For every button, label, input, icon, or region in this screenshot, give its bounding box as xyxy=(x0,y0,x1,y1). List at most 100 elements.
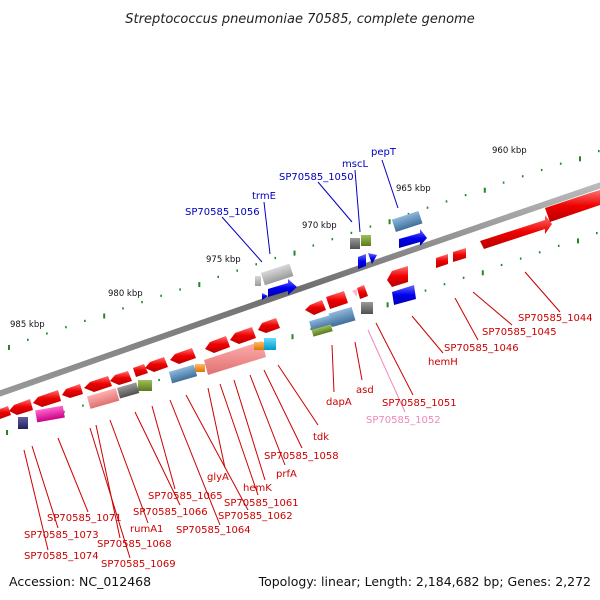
leader-line xyxy=(277,364,319,426)
leader-line xyxy=(411,315,444,354)
gene-arrow[interactable] xyxy=(436,254,448,268)
gene-label[interactable]: SP70585_1046 xyxy=(444,343,519,354)
gene-arrow[interactable] xyxy=(258,318,280,333)
gene-arrow[interactable] xyxy=(453,248,466,262)
gene-label[interactable]: SP70585_1073 xyxy=(24,530,99,541)
gene-box[interactable] xyxy=(117,382,140,399)
gene-box[interactable] xyxy=(195,364,205,372)
gene-label[interactable]: SP70585_1074 xyxy=(24,551,99,562)
gene-label[interactable]: SP70585_1045 xyxy=(482,327,557,338)
gene-label[interactable]: SP70585_1064 xyxy=(176,525,251,536)
leader-line xyxy=(524,271,561,313)
topology-text: Topology: linear; Length: 2,184,682 bp; … xyxy=(258,574,591,589)
gene-arrow[interactable] xyxy=(326,291,348,309)
gene-label[interactable]: SP70585_1069 xyxy=(101,559,176,570)
gene-label[interactable]: SP70585_1058 xyxy=(264,451,339,462)
gene-arrow[interactable] xyxy=(368,253,377,264)
tick-mark xyxy=(369,225,372,228)
gene-box[interactable] xyxy=(361,302,373,314)
gene-arrow[interactable] xyxy=(84,376,112,392)
gene-arrow[interactable] xyxy=(33,390,61,407)
tick-mark xyxy=(445,200,448,203)
gene-box[interactable] xyxy=(311,324,333,337)
gene-box[interactable] xyxy=(254,342,264,350)
gene-label[interactable]: SP70585_1051 xyxy=(382,398,457,409)
gene-box[interactable] xyxy=(309,315,334,332)
gene-arrow[interactable] xyxy=(399,229,427,248)
gene-label[interactable]: SP70585_1071 xyxy=(47,513,122,524)
gene-arrow[interactable] xyxy=(170,348,196,364)
gene-arrow[interactable] xyxy=(145,357,168,372)
tick-mark xyxy=(424,289,427,292)
gene-arrow[interactable] xyxy=(62,384,83,398)
gene-box[interactable] xyxy=(350,238,360,249)
leader-line xyxy=(219,383,259,496)
gene-label[interactable]: SP70585_1066 xyxy=(133,507,208,518)
gene-arrow[interactable] xyxy=(305,300,326,315)
gene-arrow[interactable] xyxy=(352,289,357,297)
gene-label[interactable]: hemH xyxy=(428,357,458,368)
gene-box[interactable] xyxy=(138,380,152,391)
gene-label[interactable]: rumA1 xyxy=(130,524,163,535)
gene-label[interactable]: SP70585_1062 xyxy=(218,511,293,522)
leader-line xyxy=(207,387,226,469)
tick-mark xyxy=(274,256,277,260)
gene-box[interactable] xyxy=(264,338,276,350)
gene-box[interactable] xyxy=(391,210,423,232)
gene-label[interactable]: SP70585_1068 xyxy=(97,539,172,550)
gene-label[interactable]: SP70585_1044 xyxy=(518,313,593,324)
gene-box[interactable] xyxy=(86,388,120,409)
leader-line xyxy=(381,159,399,209)
map-title: Streptococcus pneumoniae 70585, complete… xyxy=(125,12,474,27)
gene-box[interactable] xyxy=(361,235,371,246)
gene-arrow[interactable] xyxy=(9,399,33,415)
gene-box[interactable] xyxy=(168,364,198,384)
gene-label[interactable]: prfA xyxy=(276,469,297,480)
gene-box[interactable] xyxy=(18,417,28,429)
gene-label[interactable]: SP70585_1061 xyxy=(224,498,299,509)
gene-box[interactable] xyxy=(35,405,65,423)
gene-arrow[interactable] xyxy=(133,364,148,377)
gene-box[interactable] xyxy=(255,276,261,286)
gene-arrow[interactable] xyxy=(392,285,416,305)
gene-label[interactable]: SP70585_1050 xyxy=(279,172,354,183)
gene-label[interactable]: dapA xyxy=(326,397,352,408)
gene-arrow[interactable] xyxy=(387,266,408,287)
tick-mark xyxy=(122,307,124,310)
gene-arrow[interactable] xyxy=(357,285,368,299)
tick-mark xyxy=(596,232,598,235)
gene-arrow[interactable] xyxy=(0,406,11,419)
gene-arrow[interactable] xyxy=(230,327,256,344)
gene-arrow[interactable] xyxy=(262,293,268,300)
gene-label[interactable]: tdk xyxy=(313,432,329,443)
gene-label[interactable]: asd xyxy=(356,385,374,396)
gene-arrow[interactable] xyxy=(358,254,366,269)
leader-line xyxy=(31,445,59,529)
gene-label[interactable]: trmE xyxy=(252,191,276,202)
gene-arrow[interactable] xyxy=(545,190,600,222)
leader-line xyxy=(263,201,271,255)
gene-label[interactable]: hemK xyxy=(243,483,272,494)
tick-mark xyxy=(217,275,219,278)
tick-mark xyxy=(236,269,238,272)
gene-arrow[interactable] xyxy=(204,341,266,375)
gene-arrow[interactable] xyxy=(268,279,297,297)
gene-label[interactable]: mscL xyxy=(342,159,368,170)
leader-line xyxy=(57,437,89,513)
gene-label[interactable]: glyA xyxy=(207,472,229,483)
leader-line xyxy=(185,394,249,511)
tick-mark xyxy=(559,162,562,165)
leader-line xyxy=(89,427,131,559)
gene-box[interactable] xyxy=(260,263,294,286)
gene-label[interactable]: SP70585_1065 xyxy=(148,491,223,502)
gene-arrow[interactable] xyxy=(205,336,230,353)
gene-arrow[interactable] xyxy=(480,215,552,249)
reverse-strand-features xyxy=(0,266,416,429)
gene-arrow[interactable] xyxy=(110,371,132,385)
gene-label[interactable]: pepT xyxy=(371,147,397,158)
gene-label[interactable]: SP70585_1052 xyxy=(366,415,441,426)
gene-box[interactable] xyxy=(328,306,356,328)
tick-mark xyxy=(8,345,10,350)
gene-label[interactable]: SP70585_1056 xyxy=(185,207,260,218)
